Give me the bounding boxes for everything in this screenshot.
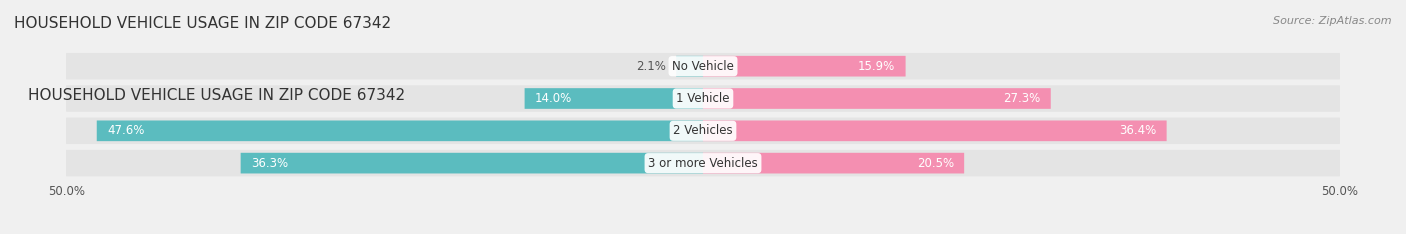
- FancyBboxPatch shape: [66, 85, 1340, 112]
- FancyBboxPatch shape: [66, 117, 1340, 144]
- FancyBboxPatch shape: [703, 56, 905, 77]
- Text: HOUSEHOLD VEHICLE USAGE IN ZIP CODE 67342: HOUSEHOLD VEHICLE USAGE IN ZIP CODE 6734…: [28, 88, 405, 103]
- Text: 3 or more Vehicles: 3 or more Vehicles: [648, 157, 758, 170]
- Text: 2.1%: 2.1%: [636, 60, 666, 73]
- FancyBboxPatch shape: [676, 56, 703, 77]
- Text: 36.4%: 36.4%: [1119, 124, 1156, 137]
- Text: 15.9%: 15.9%: [858, 60, 896, 73]
- FancyBboxPatch shape: [703, 88, 1050, 109]
- Text: 20.5%: 20.5%: [917, 157, 953, 170]
- Text: Source: ZipAtlas.com: Source: ZipAtlas.com: [1274, 16, 1392, 26]
- Legend: Owner-occupied, Renter-occupied: Owner-occupied, Renter-occupied: [569, 229, 837, 234]
- Text: 2 Vehicles: 2 Vehicles: [673, 124, 733, 137]
- Text: 36.3%: 36.3%: [250, 157, 288, 170]
- Text: 27.3%: 27.3%: [1004, 92, 1040, 105]
- FancyBboxPatch shape: [66, 150, 1340, 176]
- FancyBboxPatch shape: [66, 53, 1340, 79]
- Text: 47.6%: 47.6%: [107, 124, 145, 137]
- Text: No Vehicle: No Vehicle: [672, 60, 734, 73]
- FancyBboxPatch shape: [240, 153, 703, 173]
- Text: 1 Vehicle: 1 Vehicle: [676, 92, 730, 105]
- FancyBboxPatch shape: [97, 121, 703, 141]
- FancyBboxPatch shape: [703, 121, 1167, 141]
- Text: 14.0%: 14.0%: [534, 92, 572, 105]
- FancyBboxPatch shape: [703, 153, 965, 173]
- FancyBboxPatch shape: [524, 88, 703, 109]
- Text: HOUSEHOLD VEHICLE USAGE IN ZIP CODE 67342: HOUSEHOLD VEHICLE USAGE IN ZIP CODE 6734…: [14, 16, 391, 31]
